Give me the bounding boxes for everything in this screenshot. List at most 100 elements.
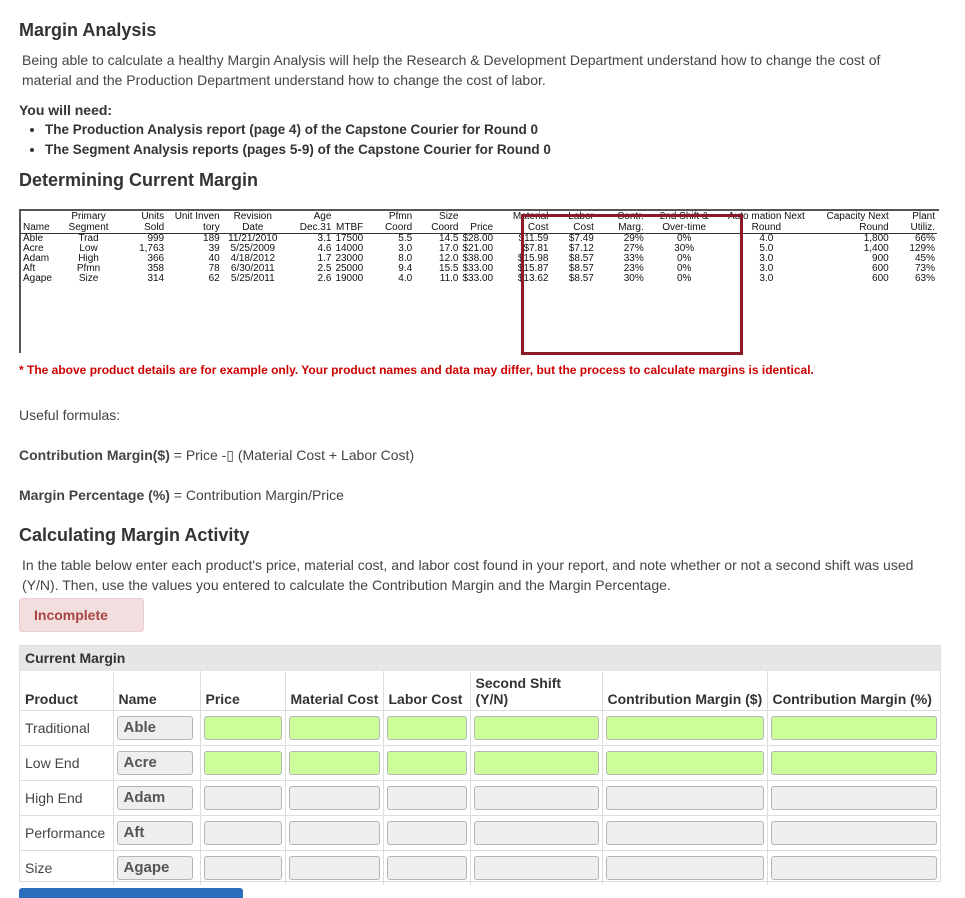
report-cell: Able <box>23 233 44 244</box>
contribution-margin-dollar-cell <box>602 710 768 746</box>
labor-cost-cell <box>383 710 471 746</box>
report-cell: Low <box>79 243 98 254</box>
material-cost-cell <box>285 815 384 851</box>
material-cost-input[interactable] <box>288 856 380 880</box>
status-badge: Incomplete <box>19 598 144 632</box>
report-cell: 14000 <box>335 243 364 254</box>
report-cell: $38.00 <box>462 253 494 264</box>
contribution-margin-percent-input[interactable] <box>770 821 937 845</box>
second-shift-input[interactable] <box>473 786 599 810</box>
report-cell: 189 <box>203 233 220 244</box>
report-cell: 600 <box>872 263 889 274</box>
labor-cost-input[interactable] <box>386 786 467 810</box>
second-shift-cell <box>470 850 603 885</box>
report-header: Revision Date <box>221 211 284 234</box>
material-cost-cell <box>285 850 384 885</box>
page-title: Margin Analysis <box>19 20 157 40</box>
report-cell: 73% <box>914 263 935 274</box>
report-cell: 39 <box>208 243 220 254</box>
price-cell <box>200 815 286 851</box>
report-cell: 23% <box>623 263 644 274</box>
name-cell: Aft <box>113 815 201 851</box>
report-cell: 3.0 <box>398 243 413 254</box>
report-cell: 5/25/2009 <box>230 243 276 254</box>
price-input[interactable] <box>203 856 282 880</box>
panel-title: Current Margin <box>20 646 940 671</box>
price-input[interactable] <box>203 786 282 810</box>
report-cell: 0% <box>676 273 692 284</box>
report-cell: 2.5 <box>317 263 332 274</box>
report-cell: Acre <box>23 243 44 254</box>
report-cell: $33.00 <box>462 273 494 284</box>
price-input[interactable] <box>203 751 282 775</box>
formula-label: Contribution Margin($) <box>19 447 170 463</box>
report-cell: $8.57 <box>568 263 594 274</box>
contribution-margin-dollar-input[interactable] <box>605 856 764 880</box>
formula-text: = Price -▯ (Material Cost + Labor Cost) <box>169 447 415 463</box>
report-cell: 17500 <box>335 233 364 244</box>
report-cell: 5.5 <box>398 233 413 244</box>
labor-cost-input[interactable] <box>386 751 467 775</box>
contribution-margin-percent-cell <box>767 780 940 816</box>
material-cost-input[interactable] <box>288 716 380 740</box>
report-table: Name Primary Segment Units Sold Unit Inven … <box>21 211 937 284</box>
material-cost-input[interactable] <box>288 821 380 845</box>
price-input[interactable] <box>203 716 282 740</box>
contribution-margin-dollar-cell <box>602 745 768 781</box>
second-shift-input[interactable] <box>473 716 599 740</box>
contribution-margin-percent-input[interactable] <box>770 751 937 775</box>
report-cell: 62 <box>208 273 220 284</box>
report-header: Primary Segment <box>53 211 124 234</box>
report-cell: 129% <box>909 243 935 254</box>
col-header: Price <box>200 671 286 711</box>
formula-contribution-margin: Contribution Margin($) = Price -▯ (Mater… <box>19 447 414 464</box>
labor-cost-input[interactable] <box>386 856 467 880</box>
contribution-margin-dollar-cell <box>602 780 768 816</box>
contribution-margin-percent-cell <box>767 745 940 781</box>
report-image: Name Primary Segment Units Sold Unit Inven … <box>19 209 939 355</box>
price-cell <box>200 780 286 816</box>
material-cost-input[interactable] <box>288 786 380 810</box>
material-cost-cell <box>285 745 384 781</box>
submit-button[interactable] <box>19 888 243 898</box>
labor-cost-input[interactable] <box>386 821 467 845</box>
product-name-field: Able <box>116 716 193 740</box>
report-cell: 366 <box>147 253 165 264</box>
contribution-margin-dollar-input[interactable] <box>605 751 764 775</box>
margin-row: Traditional Able <box>20 710 940 746</box>
report-cell: 17.0 <box>439 243 459 254</box>
report-cell: 25000 <box>335 263 364 274</box>
report-cell: $21.00 <box>462 243 494 254</box>
report-cell: 1,763 <box>139 243 165 254</box>
report-cell: $7.81 <box>523 243 549 254</box>
report-cell: Adam <box>23 253 50 264</box>
labor-cost-cell <box>383 815 471 851</box>
contribution-margin-percent-input[interactable] <box>770 786 937 810</box>
report-header: Units Sold <box>123 211 167 234</box>
labor-cost-input[interactable] <box>386 716 467 740</box>
second-shift-input[interactable] <box>473 856 599 880</box>
col-header: Labor Cost <box>383 671 471 711</box>
formula-label: Margin Percentage (%) <box>19 487 170 503</box>
report-cell: 3.0 <box>759 263 774 274</box>
report-cell: $7.12 <box>568 243 594 254</box>
report-cell: 19000 <box>335 273 364 284</box>
name-cell: Acre <box>113 745 201 781</box>
report-cell: $7.49 <box>568 233 594 244</box>
second-shift-input[interactable] <box>473 751 599 775</box>
col-header: Contribution Margin ($) <box>602 671 768 711</box>
report-cell: $11.59 <box>518 233 549 244</box>
contribution-margin-dollar-input[interactable] <box>605 786 764 810</box>
contribution-margin-dollar-input[interactable] <box>605 821 764 845</box>
second-shift-cell <box>470 745 603 781</box>
second-shift-input[interactable] <box>473 821 599 845</box>
contribution-margin-percent-input[interactable] <box>770 716 937 740</box>
price-input[interactable] <box>203 821 282 845</box>
contribution-margin-dollar-input[interactable] <box>605 716 764 740</box>
report-header: Pfmn Coord <box>365 211 415 234</box>
report-cell: Trad <box>78 233 99 244</box>
contribution-margin-dollar-cell <box>602 850 768 885</box>
contribution-margin-percent-input[interactable] <box>770 856 937 880</box>
report-cell: 900 <box>872 253 889 264</box>
material-cost-input[interactable] <box>288 751 380 775</box>
